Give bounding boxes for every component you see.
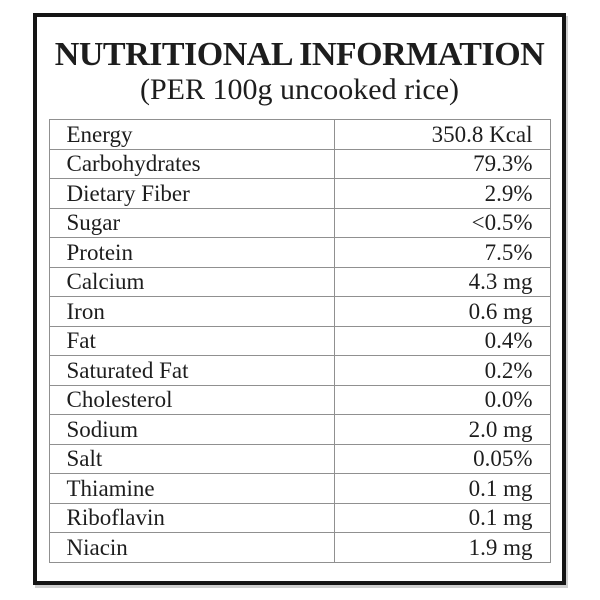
- nutrient-value: 0.0%: [334, 384, 551, 415]
- nutrient-name: Carbohydrates: [48, 148, 336, 179]
- nutrient-value: 0.6 mg: [334, 296, 551, 327]
- nutrient-row: Niacin 1.9 mg: [48, 532, 551, 563]
- nutrient-name: Dietary Fiber: [48, 178, 336, 209]
- nutrient-value: 0.4%: [334, 325, 551, 356]
- nutrient-row: Cholesterol 0.0%: [48, 384, 551, 415]
- nutrient-row: Dietary Fiber 2.9%: [48, 178, 551, 209]
- nutrient-name: Fat: [48, 325, 336, 356]
- nutrient-row: Iron 0.6 mg: [48, 296, 551, 327]
- nutrient-value: 2.0 mg: [334, 414, 551, 445]
- nutrient-name: Saturated Fat: [48, 355, 336, 386]
- nutrient-value: 1.9 mg: [334, 532, 551, 563]
- nutrient-name: Cholesterol: [48, 384, 336, 415]
- nutrition-table: Energy 350.8 Kcal Carbohydrates 79.3% Di…: [48, 119, 551, 563]
- nutrient-value: 0.1 mg: [334, 502, 551, 533]
- nutrient-row: Protein 7.5%: [48, 237, 551, 268]
- nutrient-name: Thiamine: [48, 473, 336, 504]
- nutrient-row: Riboflavin 0.1 mg: [48, 502, 551, 533]
- nutrient-row: Carbohydrates 79.3%: [48, 148, 551, 179]
- nutrient-row: Energy 350.8 Kcal: [48, 119, 551, 150]
- nutrient-value: <0.5%: [334, 207, 551, 238]
- nutrient-value: 0.2%: [334, 355, 551, 386]
- nutrient-name: Sodium: [48, 414, 336, 445]
- nutrition-label-subtitle: (PER 100g uncooked rice): [139, 73, 460, 106]
- nutrient-value: 2.9%: [334, 178, 551, 209]
- nutrient-name: Riboflavin: [48, 502, 336, 533]
- nutrient-value: 7.5%: [334, 237, 551, 268]
- nutrient-name: Iron: [48, 296, 336, 327]
- nutrient-name: Sugar: [48, 207, 336, 238]
- nutrient-row: Thiamine 0.1 mg: [48, 473, 551, 504]
- nutrient-row: Calcium 4.3 mg: [48, 266, 551, 297]
- nutrient-row: Salt 0.05%: [48, 443, 551, 474]
- nutrient-value: 350.8 Kcal: [334, 119, 551, 150]
- nutrient-name: Energy: [48, 119, 336, 150]
- nutrient-row: Fat 0.4%: [48, 325, 551, 356]
- nutrient-value: 79.3%: [334, 148, 551, 179]
- nutrition-table-body: Energy 350.8 Kcal Carbohydrates 79.3% Di…: [48, 119, 551, 563]
- nutrient-row: Sodium 2.0 mg: [48, 414, 551, 445]
- nutrient-name: Niacin: [48, 532, 336, 563]
- nutrition-label-title: NUTRITIONAL INFORMATION: [54, 36, 545, 73]
- nutrient-value: 0.1 mg: [334, 473, 551, 504]
- nutrient-value: 4.3 mg: [334, 266, 551, 297]
- nutrient-value: 0.05%: [334, 443, 551, 474]
- nutrient-name: Protein: [48, 237, 336, 268]
- nutrient-row: Saturated Fat 0.2%: [48, 355, 551, 386]
- nutrition-label-box: NUTRITIONAL INFORMATION (PER 100g uncook…: [33, 13, 566, 585]
- nutrient-name: Calcium: [48, 266, 336, 297]
- nutrient-name: Salt: [48, 443, 336, 474]
- nutrient-row: Sugar <0.5%: [48, 207, 551, 238]
